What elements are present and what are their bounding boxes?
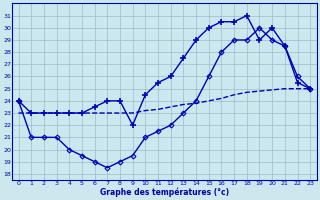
X-axis label: Graphe des températures (°c): Graphe des températures (°c) xyxy=(100,187,229,197)
